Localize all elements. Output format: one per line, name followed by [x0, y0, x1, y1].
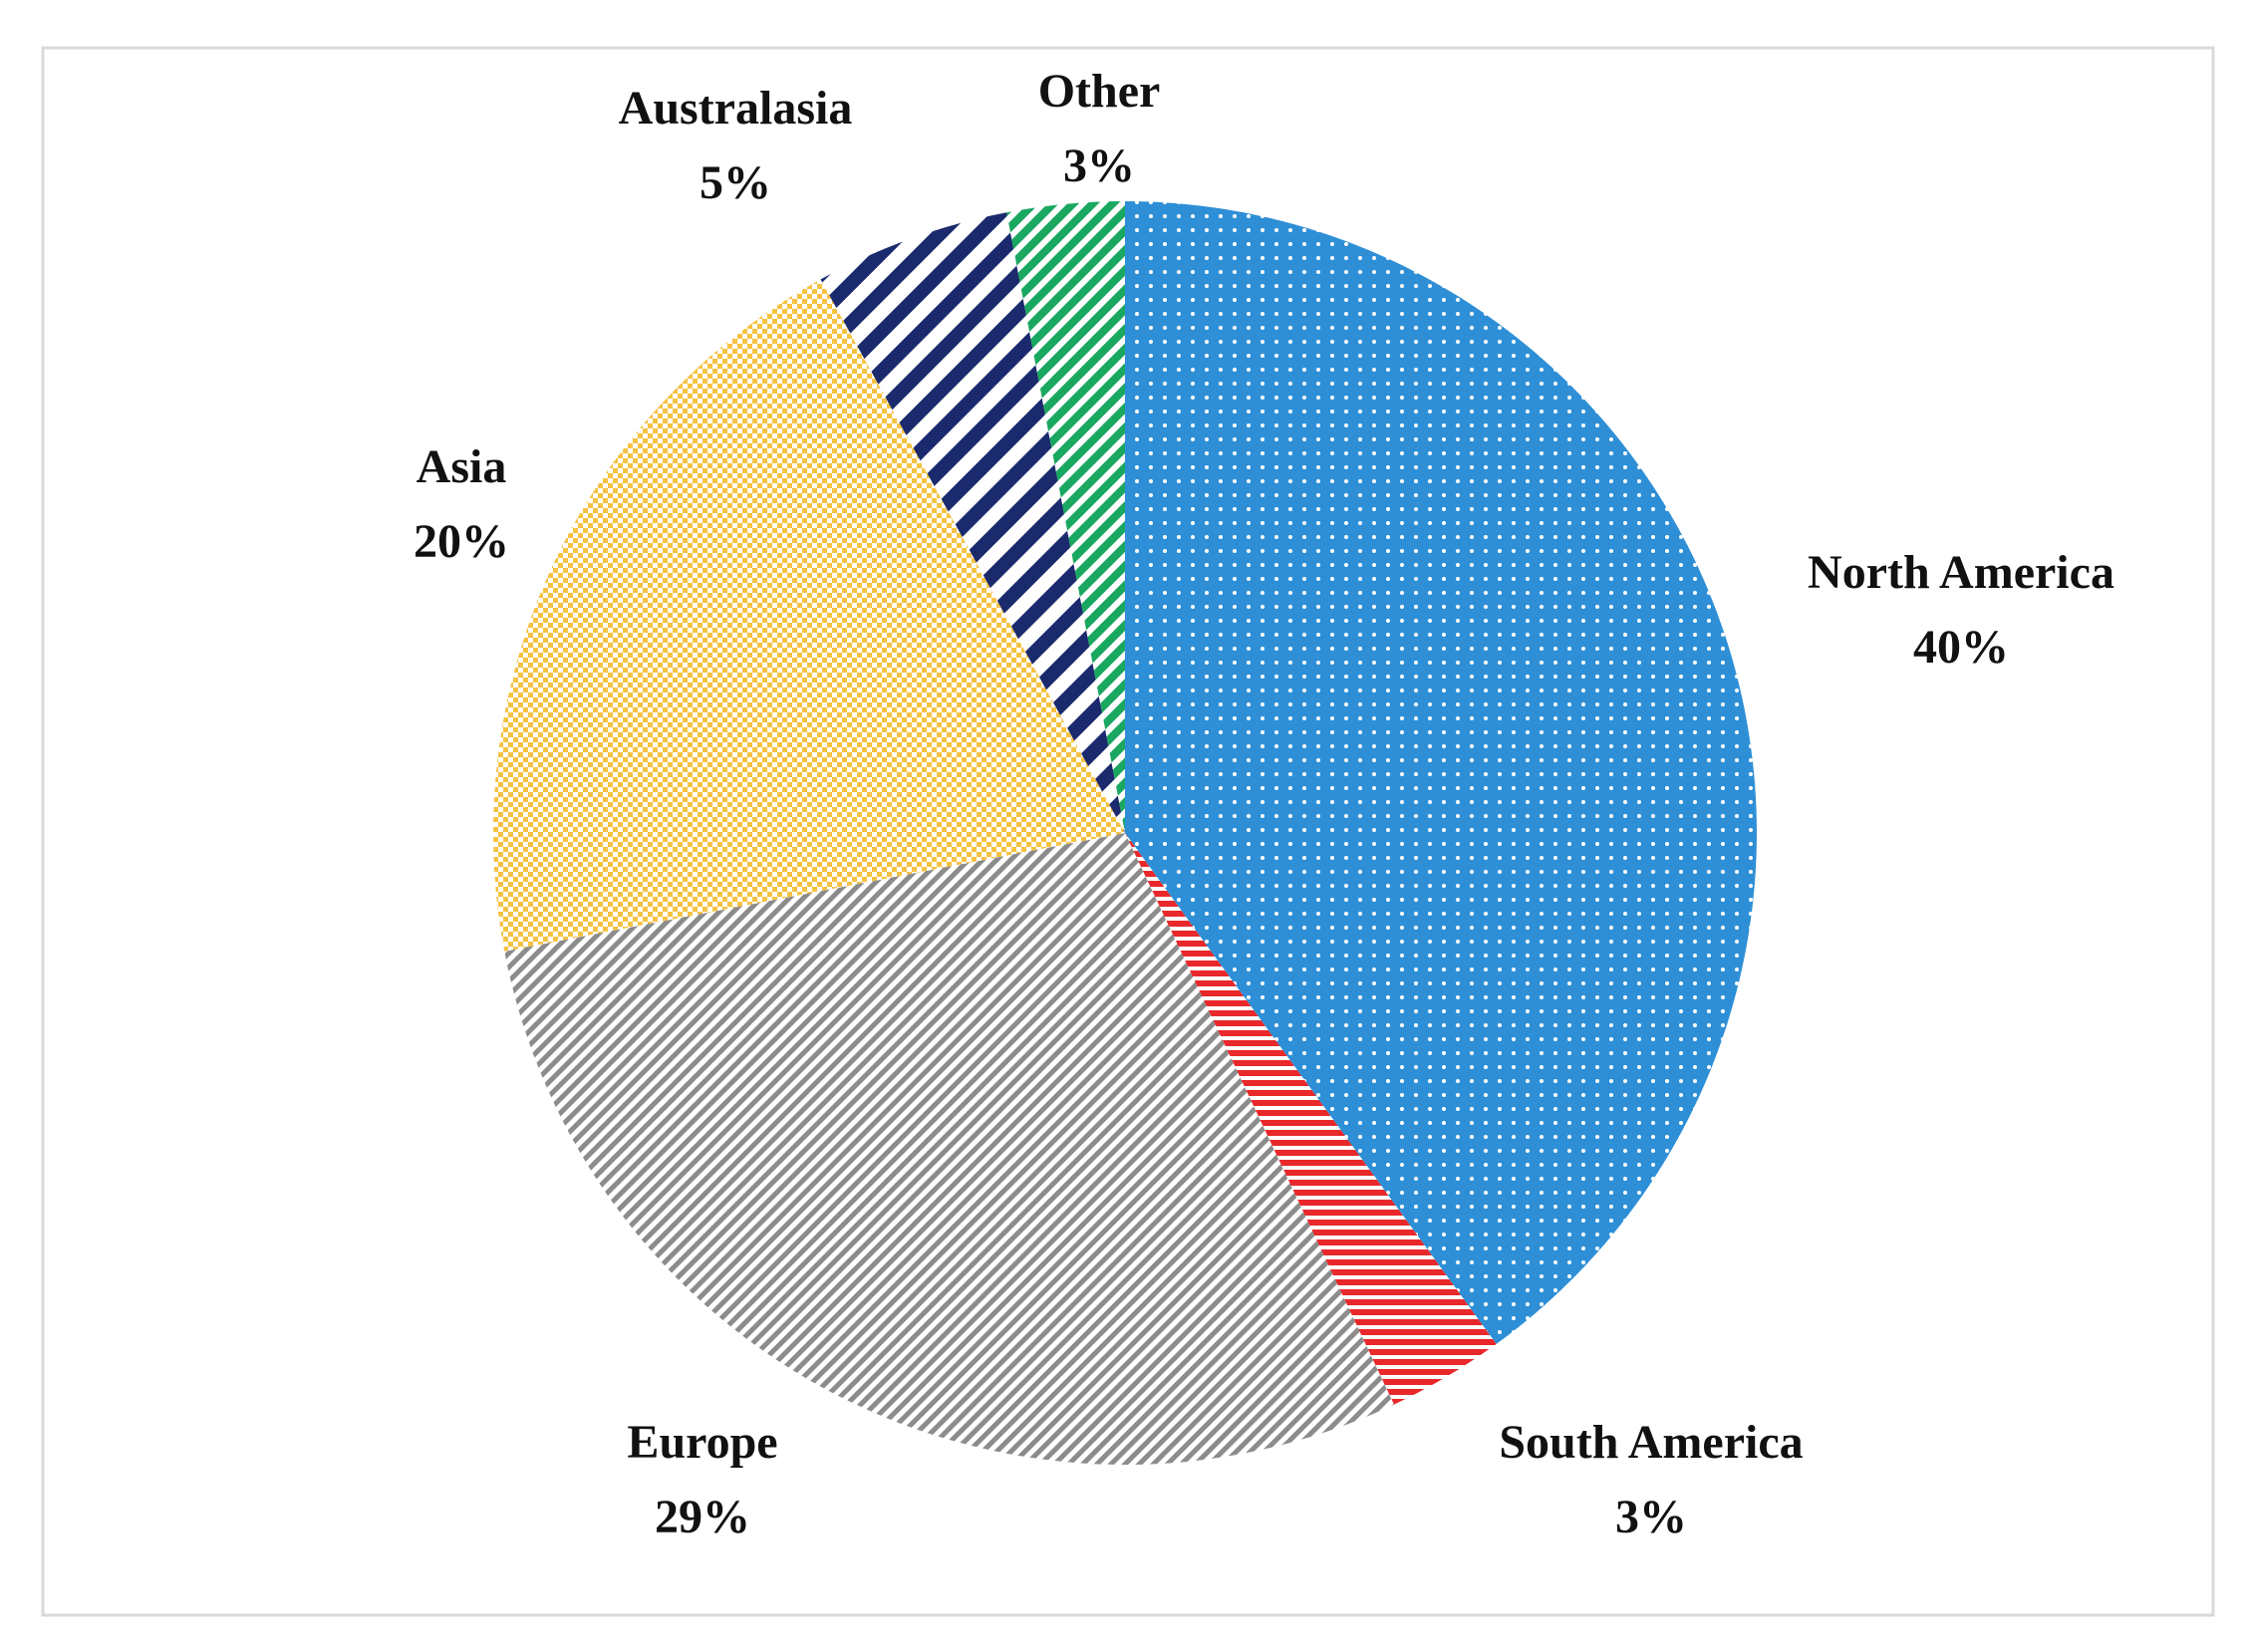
category-label: Europe: [627, 1416, 777, 1469]
category-label: Asia: [417, 440, 507, 493]
value-label: 3%: [1063, 139, 1135, 192]
value-label: 29%: [655, 1491, 750, 1543]
value-label: 5%: [700, 156, 771, 209]
pie-slice: [1006, 201, 1125, 833]
labels: North America 40% South America 3% Europe 29%…: [414, 65, 2114, 1543]
value-label: 3%: [1615, 1491, 1687, 1543]
pie-slice: [504, 833, 1394, 1466]
pie: [493, 201, 1757, 1466]
value-label: 40%: [1913, 621, 2009, 674]
pie-slice: [820, 212, 1125, 834]
pie-slice: [1125, 201, 1757, 1344]
category-label: Other: [1038, 65, 1161, 118]
pie-slice: [1125, 833, 1497, 1405]
category-label: North America: [1808, 546, 2114, 599]
category-label: Australasia: [619, 82, 853, 135]
category-label: South America: [1499, 1416, 1803, 1469]
pie-slice: [493, 279, 1125, 952]
value-label: 20%: [414, 515, 509, 568]
